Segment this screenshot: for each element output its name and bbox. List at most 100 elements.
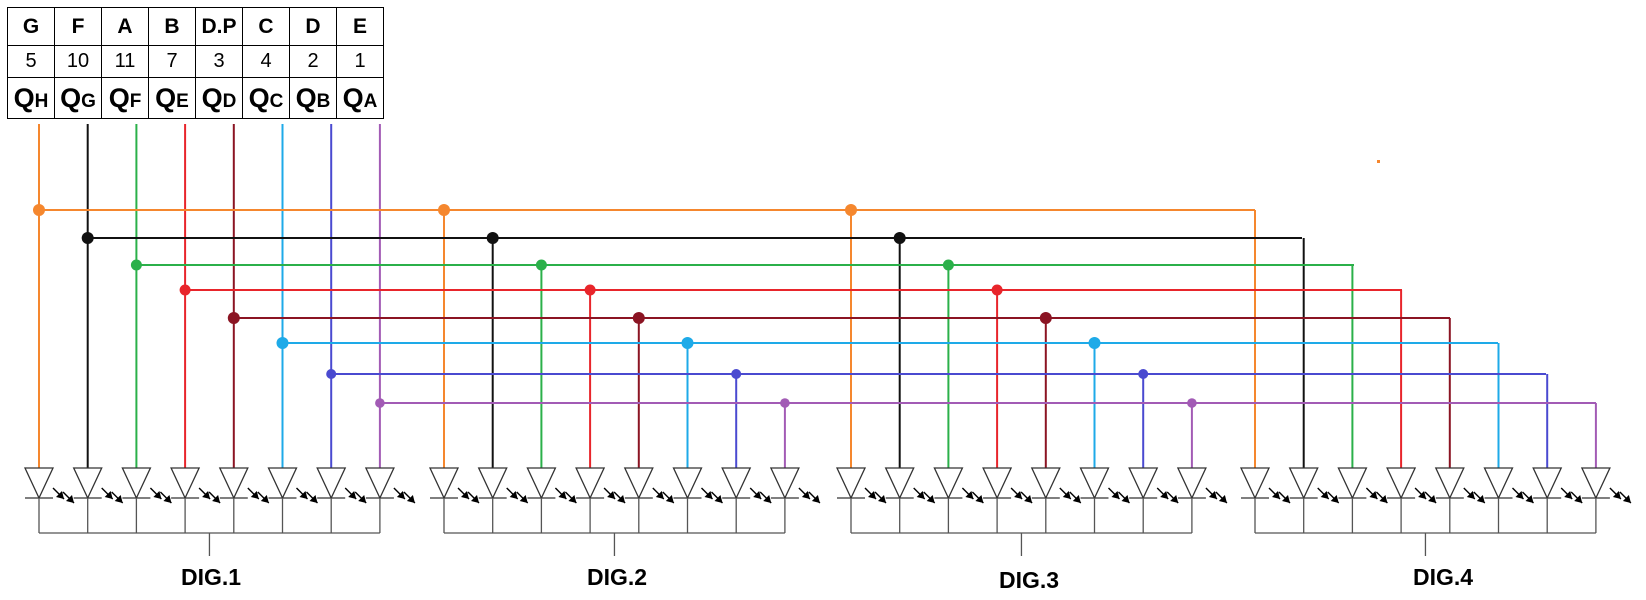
output-cell: QE <box>148 77 196 119</box>
digit-label-4: DIG.4 <box>1413 564 1473 590</box>
emission-arrowhead <box>260 495 269 503</box>
digit-label-2: DIG.2 <box>587 564 647 590</box>
output-q: Q <box>155 82 177 113</box>
emission-arrowhead <box>461 491 469 499</box>
output-sub: C <box>269 90 284 112</box>
junction-dot <box>681 337 694 349</box>
emission-arrowhead <box>1515 491 1524 499</box>
emission-arrowhead <box>406 495 415 503</box>
leds-layer <box>23 467 1632 556</box>
emission-arrowhead <box>1160 491 1169 499</box>
emission-arrowhead <box>1218 495 1227 503</box>
output-sub: D <box>222 90 237 112</box>
emission-arrowhead <box>1121 495 1130 503</box>
segment-cell: C <box>242 7 290 46</box>
led-triangle <box>1483 467 1514 500</box>
junction-dot <box>991 284 1003 296</box>
digit-label-3: DIG.3 <box>999 567 1059 593</box>
segment-row: G F A B D.P C D E <box>7 7 384 46</box>
led-triangle <box>526 467 557 500</box>
wires-layer <box>33 124 1597 468</box>
output-q: Q <box>248 82 270 113</box>
led-triangle <box>835 467 867 500</box>
emission-arrowhead <box>348 491 357 499</box>
led-triangle <box>364 467 395 500</box>
segment-cell: F <box>54 7 102 46</box>
emission-arrowhead <box>801 491 810 499</box>
emission-arrowhead <box>299 491 308 499</box>
emission-arrowhead <box>568 495 577 503</box>
emission-arrowhead <box>975 495 984 503</box>
emission-arrowhead <box>965 491 974 499</box>
digit-label-1: DIG.1 <box>181 564 241 590</box>
junction-dot <box>276 337 289 349</box>
emission-arrowhead <box>1574 495 1583 503</box>
digit-led-group <box>835 467 1228 556</box>
led-triangle <box>1386 467 1417 500</box>
emission-arrowhead <box>104 491 113 499</box>
output-q: Q <box>201 82 223 113</box>
led-triangle <box>316 467 347 500</box>
output-sub: A <box>363 90 378 112</box>
led-triangle <box>1580 467 1611 500</box>
output-cell: QD <box>195 77 243 119</box>
pin-cell: 10 <box>54 45 102 78</box>
output-cell: QC <box>242 77 290 119</box>
emission-arrowhead <box>704 491 713 499</box>
digit-labels-layer: DIG.1 DIG.2 DIG.3 DIG.4 <box>181 564 1473 593</box>
emission-arrowhead <box>1369 491 1378 499</box>
junction-dot <box>227 312 240 324</box>
emission-arrowhead <box>471 495 479 503</box>
output-sub: F <box>129 90 142 112</box>
junction-dot <box>486 232 499 244</box>
emission-arrowhead <box>212 495 221 503</box>
led-triangle <box>477 467 508 500</box>
emission-arrowhead <box>558 491 567 499</box>
led-triangle <box>769 467 800 500</box>
emission-arrowhead <box>1072 495 1081 503</box>
pin-cell: 4 <box>242 45 290 78</box>
led-triangle <box>1288 467 1319 500</box>
digit-led-group <box>428 467 821 556</box>
emission-arrowhead <box>509 491 518 499</box>
led-triangle <box>1030 467 1061 500</box>
emission-arrowhead <box>250 491 259 499</box>
led-triangle <box>1532 467 1563 500</box>
output-sub: H <box>34 90 49 112</box>
emission-arrowhead <box>309 495 318 503</box>
output-cell: QF <box>101 77 149 119</box>
junction-dot <box>1088 337 1101 349</box>
digit-led-group <box>1239 467 1632 556</box>
led-triangle <box>428 467 460 500</box>
emission-arrowhead <box>1418 491 1427 499</box>
junction-dot <box>535 259 547 271</box>
output-cell: QH <box>7 77 55 119</box>
led-triangle <box>1337 467 1368 500</box>
emission-arrowhead <box>665 495 674 503</box>
emission-arrowhead <box>1612 491 1621 499</box>
emission-arrowhead <box>926 495 935 503</box>
emission-arrowhead <box>1320 491 1329 499</box>
junction-dot <box>33 204 45 216</box>
output-sub: G <box>81 90 96 112</box>
junction-dot <box>438 204 450 216</box>
segment-cell: D <box>289 7 337 46</box>
emission-arrowhead <box>358 495 367 503</box>
emission-arrowhead <box>396 491 405 499</box>
output-q: Q <box>13 82 35 113</box>
junction-dot <box>780 398 790 408</box>
emission-arrowhead <box>519 495 528 503</box>
output-cell: QB <box>289 77 337 119</box>
emission-arrowhead <box>114 495 123 503</box>
segment-cell: E <box>336 7 384 46</box>
led-triangle <box>721 467 752 500</box>
led-triangle <box>1239 467 1271 500</box>
output-q: Q <box>108 82 130 113</box>
pin-cell: 7 <box>148 45 196 78</box>
emission-arrowhead <box>66 495 74 503</box>
emission-arrowhead <box>763 495 772 503</box>
segment-cell: A <box>101 7 149 46</box>
emission-arrowhead <box>1622 495 1631 503</box>
led-triangle <box>121 467 152 500</box>
emission-arrowhead <box>1330 495 1339 503</box>
